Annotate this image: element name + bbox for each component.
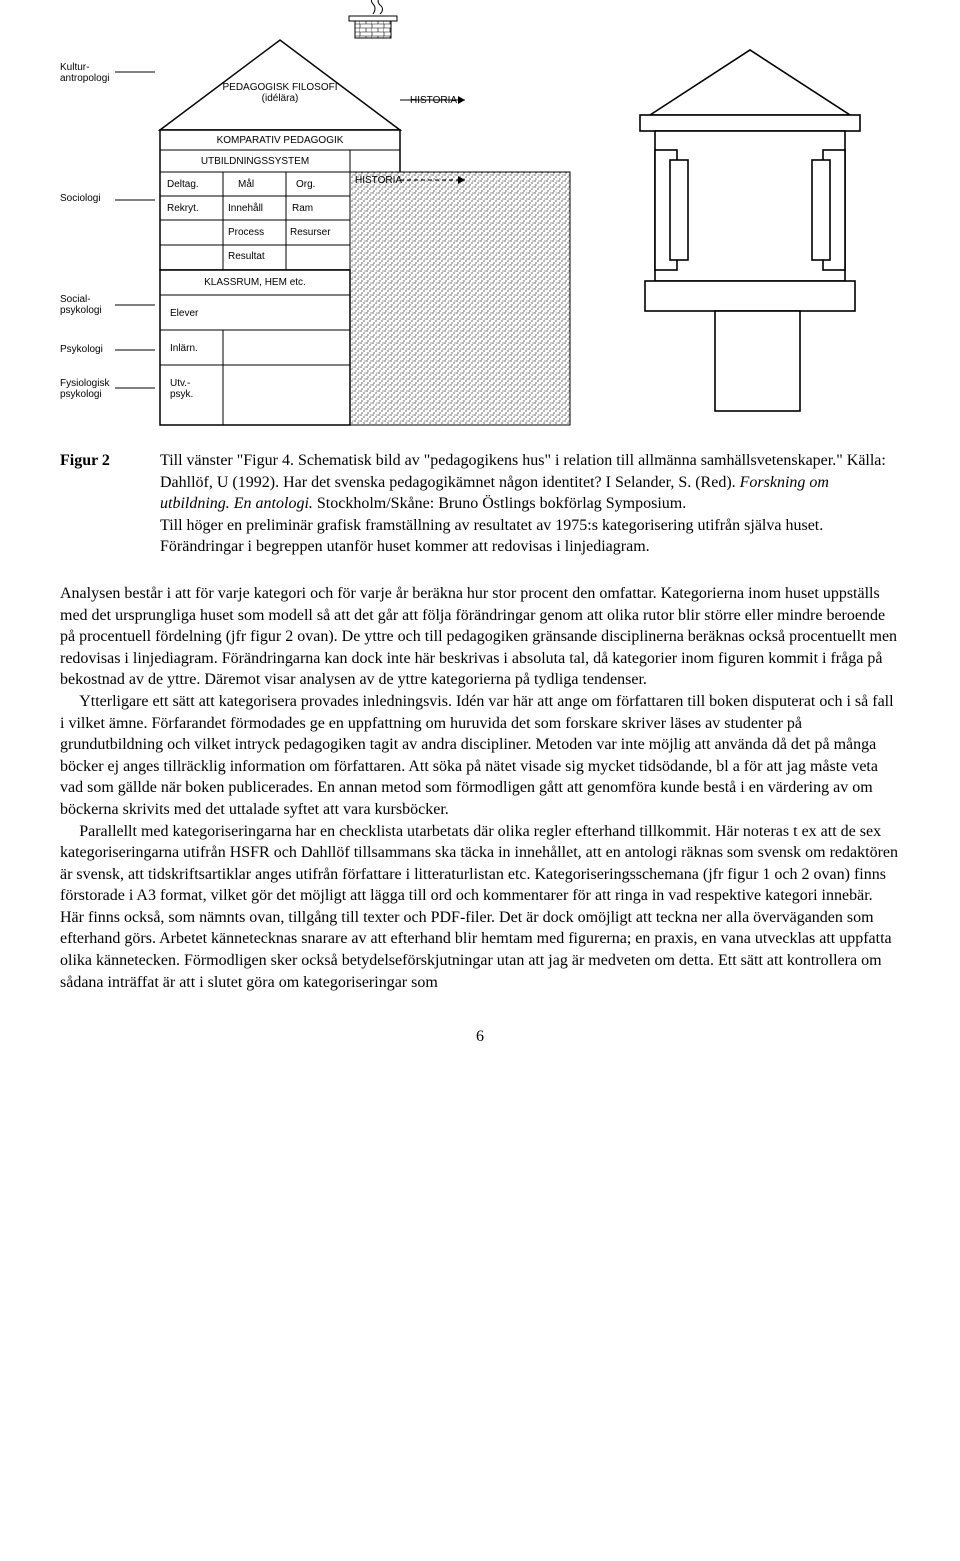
historia-roof: HISTORIA bbox=[410, 95, 457, 106]
cell-mal: Mål bbox=[238, 179, 254, 190]
side-label: Fysiologisk psykologi bbox=[60, 378, 109, 400]
klassrum-label: KLASSRUM, HEM etc. bbox=[170, 277, 340, 288]
utv-label: Utv.- psyk. bbox=[170, 378, 193, 400]
cell-resultat: Resultat bbox=[228, 251, 265, 262]
body-text: Analysen består i att för varje kategori… bbox=[60, 583, 900, 993]
figure-row: Kultur- antropologi Sociologi Social- ps… bbox=[60, 0, 900, 430]
side-label: Kultur- antropologi bbox=[60, 62, 109, 84]
side-label: Psykologi bbox=[60, 344, 103, 355]
paragraph-1: Analysen består i att för varje kategori… bbox=[60, 583, 900, 691]
cell-rekryt: Rekryt. bbox=[167, 203, 199, 214]
caption-text: Till vänster "Figur 4. Schematisk bild a… bbox=[160, 450, 900, 558]
page-number: 6 bbox=[60, 1028, 900, 1046]
cell-innehall: Innehåll bbox=[228, 203, 263, 214]
cell-process: Process bbox=[228, 227, 264, 238]
caption-after-ital: Stockholm/Skåne: Bruno Östlings bokförla… bbox=[313, 495, 686, 512]
caption-tail: Till höger en preliminär grafisk framstä… bbox=[160, 517, 823, 556]
side-label: Sociologi bbox=[60, 193, 101, 204]
cell-ram: Ram bbox=[292, 203, 313, 214]
cell-org: Org. bbox=[296, 179, 315, 190]
figure-caption: Figur 2 Till vänster "Figur 4. Schematis… bbox=[60, 450, 900, 558]
utbildningssystem: UTBILDNINGSSYSTEM bbox=[170, 156, 340, 167]
roof-label: PEDAGOGISK FILOSOFI (idélära) bbox=[210, 82, 350, 104]
komparativ-title: KOMPARATIV PEDAGOGIK bbox=[170, 135, 390, 146]
right-diagram bbox=[600, 0, 900, 420]
caption-label: Figur 2 bbox=[60, 450, 130, 558]
paragraph-2: Ytterligare ett sätt att kategorisera pr… bbox=[60, 691, 900, 821]
historia-mid: HISTORIA bbox=[355, 175, 402, 186]
side-label: Social- psykologi bbox=[60, 294, 102, 316]
page: Kultur- antropologi Sociologi Social- ps… bbox=[0, 0, 960, 1086]
left-diagram: Kultur- antropologi Sociologi Social- ps… bbox=[60, 0, 580, 430]
elever-label: Elever bbox=[170, 308, 198, 319]
cell-deltag: Deltag. bbox=[167, 179, 199, 190]
inlarn-label: Inlärn. bbox=[170, 343, 198, 354]
paragraph-3: Parallellt med kategoriseringarna har en… bbox=[60, 821, 900, 994]
cell-resurser: Resurser bbox=[290, 227, 331, 238]
